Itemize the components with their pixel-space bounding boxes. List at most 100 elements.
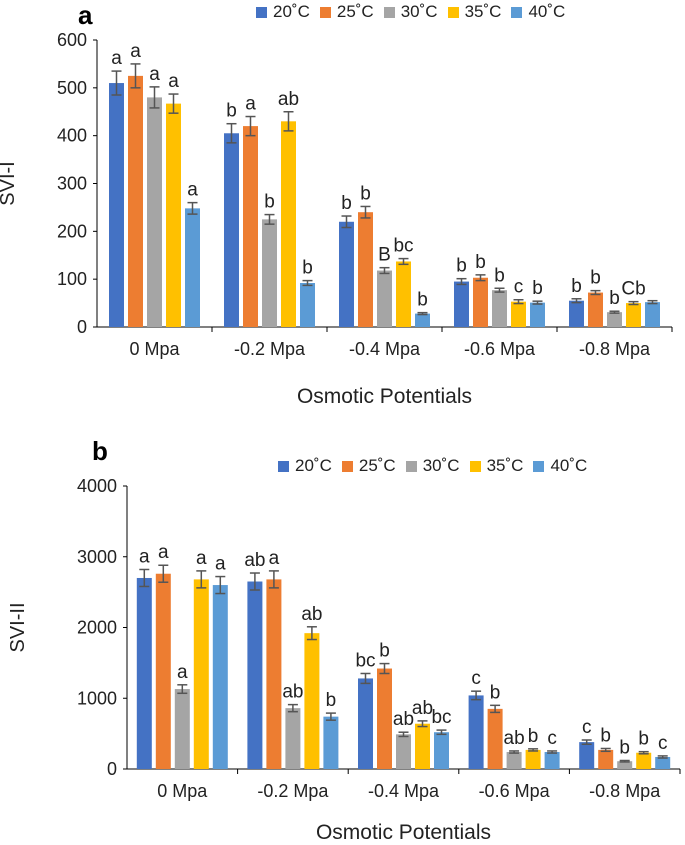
y-tick-label: 100: [57, 269, 87, 289]
y-tick-label: 0: [107, 759, 117, 779]
data-label: b: [264, 192, 275, 213]
x-tick-label: 0 Mpa: [129, 339, 180, 359]
data-label: ab: [278, 89, 299, 110]
bar: [166, 103, 181, 327]
data-label: a: [177, 662, 188, 683]
bar: [544, 752, 560, 769]
legend-item-40c: 40˚C: [533, 456, 587, 476]
y-axis-title: SVI-II: [7, 602, 29, 652]
legend-label: 40˚C: [550, 456, 588, 475]
data-label: B: [378, 245, 391, 266]
data-label: b: [528, 726, 539, 747]
data-label: a: [187, 180, 198, 201]
data-label: a: [269, 548, 280, 569]
y-tick-label: 300: [57, 174, 87, 194]
bar: [377, 668, 392, 769]
legend-item-35c: 35˚C: [469, 456, 523, 476]
bar: [626, 303, 641, 327]
legend-label: 30˚C: [400, 2, 438, 21]
bar: [185, 208, 200, 327]
bar: [607, 312, 622, 327]
y-axis-title: SVI-I: [0, 161, 19, 205]
legend-swatch: [256, 6, 267, 18]
data-label: c: [547, 728, 557, 749]
bar: [358, 678, 373, 769]
x-tick-label: -0.8 Mpa: [589, 781, 661, 801]
legend-label: 25˚C: [358, 456, 396, 475]
x-axis-title: Osmotic Potentials: [297, 385, 472, 408]
legend-item-40c: 40˚C: [511, 2, 565, 22]
x-tick-label: -0.4 Mpa: [349, 339, 421, 359]
bar: [569, 300, 584, 327]
legend-item-25c: 25˚C: [341, 456, 396, 476]
bar: [415, 313, 430, 327]
x-tick-label: -0.6 Mpa: [464, 339, 536, 359]
data-label: b: [571, 276, 582, 297]
bar: [304, 633, 320, 769]
data-label: ab: [504, 728, 525, 749]
x-tick-label: -0.8 Mpa: [579, 339, 651, 359]
data-label: b: [360, 183, 371, 204]
bar: [377, 270, 392, 327]
data-label: b: [494, 265, 505, 286]
legend-item-20c: 20˚C: [256, 2, 310, 22]
bar: [212, 585, 228, 769]
y-tick-label: 500: [57, 78, 87, 98]
data-label: b: [475, 252, 486, 273]
bar: [506, 752, 522, 769]
y-tick-label: 0: [77, 317, 87, 337]
data-label: c: [658, 733, 668, 754]
bar: [224, 133, 239, 327]
legend-label: 20˚C: [295, 456, 332, 475]
bar: [492, 290, 507, 327]
bar: [266, 579, 282, 769]
bar: [487, 708, 503, 769]
data-label: b: [590, 268, 601, 289]
bar: [281, 121, 296, 327]
bar: [285, 708, 301, 769]
y-tick-label: 200: [57, 221, 87, 241]
bar: [415, 723, 430, 769]
data-label: a: [196, 548, 207, 569]
bar: [339, 221, 354, 327]
data-label: b: [326, 690, 337, 711]
y-tick-label: 2000: [77, 618, 117, 638]
bar: [128, 75, 143, 327]
data-label: b: [456, 256, 467, 277]
legend-item-30c: 30˚C: [383, 2, 438, 22]
y-tick-label: 400: [57, 126, 87, 146]
legend-label: 35˚C: [464, 2, 502, 21]
x-tick-label: -0.2 Mpa: [234, 339, 306, 359]
bar: [473, 277, 488, 327]
bar: [645, 302, 660, 327]
bar: [598, 749, 614, 769]
data-label: b: [609, 288, 620, 309]
bar: [174, 689, 190, 769]
x-tick-label: 0 Mpa: [157, 781, 208, 801]
legend-swatch: [533, 460, 545, 472]
legend-item-30c: 30˚C: [405, 456, 460, 476]
bar: [136, 577, 152, 769]
legend-label: 20˚C: [273, 2, 310, 21]
data-label: b: [341, 193, 352, 214]
legend-swatch: [469, 460, 481, 472]
bar: [588, 292, 603, 327]
data-label: a: [111, 48, 122, 69]
data-label: a: [168, 71, 179, 92]
x-tick-label: -0.4 Mpa: [368, 781, 440, 801]
x-axis-title: Osmotic Potentials: [316, 821, 491, 844]
chart-panel-b: b 20˚C 25˚C 30˚C 35˚C 40˚C 0 1000 2000 3000…: [0, 430, 685, 845]
legend-swatch: [405, 460, 417, 472]
bar: [396, 734, 411, 769]
y-tick-label: 1000: [77, 688, 117, 708]
bar-chart-svi-i: 0 100 200 300 400 500 600 SVI-I Osmotic Potentia…: [0, 30, 673, 408]
y-tick-label: 4000: [77, 476, 117, 496]
data-label: b: [532, 278, 543, 299]
data-label: ab: [301, 604, 322, 625]
y-tick-label: 600: [57, 30, 87, 50]
data-label: c: [582, 717, 592, 738]
data-label: b: [600, 725, 611, 746]
chart-panel-a: a 20˚C 25˚C 30˚C 35˚C 40˚C 0 100 200 300 400…: [0, 0, 685, 415]
legend-item-35c: 35˚C: [447, 2, 502, 22]
bar-chart-svi-ii: 0 1000 2000 3000 4000 SVI-II Osmotic Potential…: [7, 476, 681, 844]
